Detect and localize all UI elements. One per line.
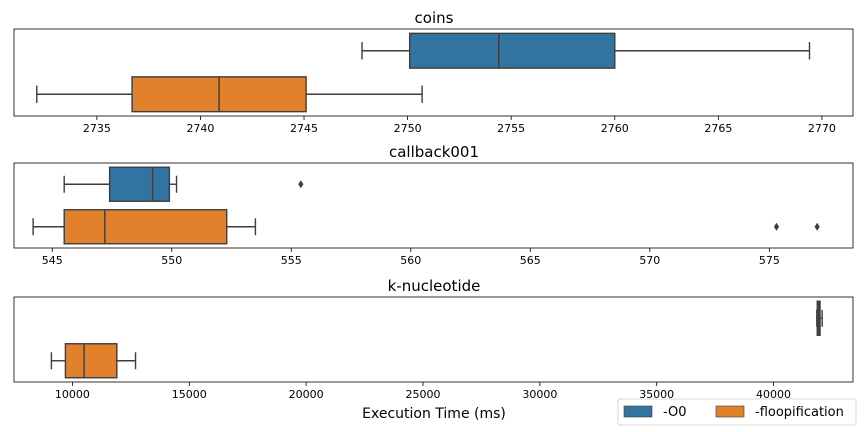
x-tick-label: 550 xyxy=(161,254,182,267)
x-tick-label: 35000 xyxy=(639,388,674,401)
x-tick-label: 15000 xyxy=(172,388,207,401)
x-tick-label: 2750 xyxy=(394,122,422,135)
x-ticks: 2735 2740 2745 2750 2755 2760 2765 2770 xyxy=(83,116,836,135)
x-ticks: 545 550 555 560 565 570 575 xyxy=(42,248,780,267)
panel-title: k-nucleotide xyxy=(388,277,481,295)
panel-title: callback001 xyxy=(389,143,479,161)
plot-frame xyxy=(13,162,854,249)
legend-swatch-o0 xyxy=(623,405,653,418)
x-tick-label: 20000 xyxy=(289,388,324,401)
x-tick-label: 575 xyxy=(759,254,780,267)
x-tick-label: 2740 xyxy=(186,122,214,135)
x-tick-label: 2770 xyxy=(808,122,836,135)
box-o0 xyxy=(408,32,616,69)
boxes xyxy=(36,32,811,113)
outlier-o0 xyxy=(298,180,304,189)
x-tick-label: 545 xyxy=(42,254,63,267)
x-tick-label: 10000 xyxy=(55,388,90,401)
outlier-floopification xyxy=(773,222,780,231)
x-tick-label: 2735 xyxy=(83,122,111,135)
x-tick-label: 560 xyxy=(400,254,421,267)
x-tick-label: 30000 xyxy=(522,388,557,401)
box-floopification xyxy=(63,209,228,245)
panel-coins: coins 2735 2740 2745 2750 2755 2760 2765 2770 xyxy=(13,9,854,135)
x-tick-label: 2765 xyxy=(704,122,732,135)
x-tick-label: 25000 xyxy=(405,388,440,401)
x-tick-label: 555 xyxy=(281,254,302,267)
x-tick-label: 40000 xyxy=(756,388,791,401)
x-tick-label: 570 xyxy=(639,254,660,267)
boxes xyxy=(50,300,823,379)
box-o0 xyxy=(108,166,171,202)
panel-k-nucleotide: k-nucleotide 10000 15000 20000 25000 30000 35… xyxy=(13,277,854,401)
panel-title: coins xyxy=(415,9,454,27)
x-tick-label: 2745 xyxy=(290,122,318,135)
legend-label-o0: -O0 xyxy=(663,405,687,420)
x-ticks: 10000 15000 20000 25000 30000 35000 40000 xyxy=(55,382,791,401)
x-axis-label: Execution Time (ms) xyxy=(362,406,506,422)
plot-frame xyxy=(13,28,854,117)
legend-label-floopification: -floopification xyxy=(755,405,844,420)
boxes xyxy=(32,166,820,245)
legend: -O0 -floopification xyxy=(617,398,857,426)
x-tick-label: 2760 xyxy=(601,122,629,135)
outlier-floopification xyxy=(814,222,820,231)
x-tick-label: 565 xyxy=(520,254,541,267)
legend-swatch-floopification xyxy=(715,405,745,418)
x-tick-label: 2755 xyxy=(497,122,525,135)
plot-frame xyxy=(13,296,854,383)
panel-callback001: callback001 545 550 555 560 565 570 575 xyxy=(13,143,854,267)
box-floopification xyxy=(64,343,118,379)
